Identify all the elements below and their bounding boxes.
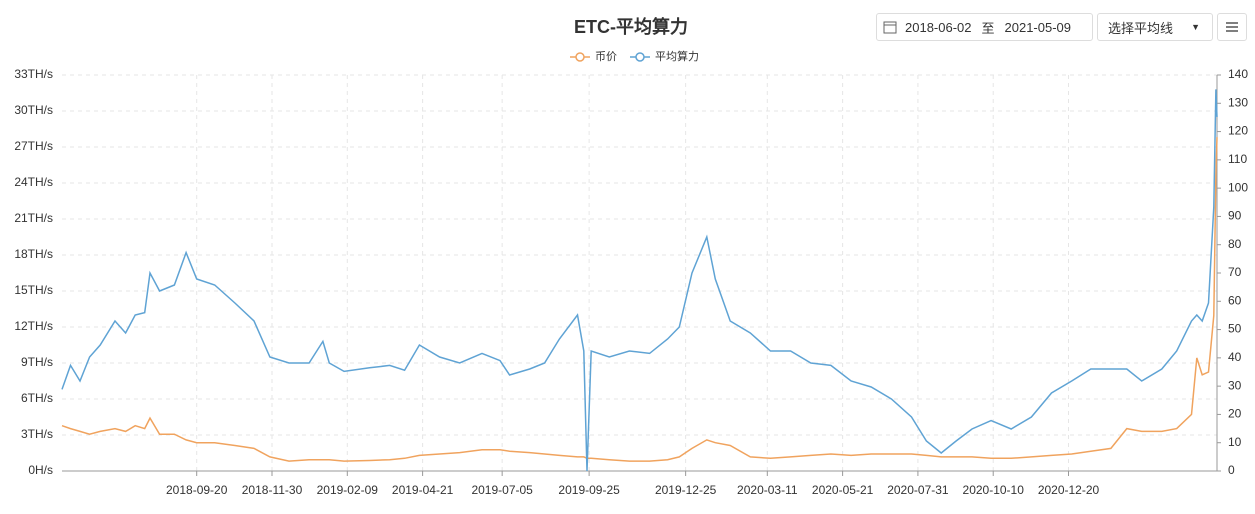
y2-tick-label: 0 — [1228, 463, 1235, 477]
x-tick-label: 2019-09-25 — [558, 483, 620, 497]
date-range[interactable]: 2018-06-02 至 2021-05-09 — [876, 13, 1093, 41]
y2-tick-label: 50 — [1228, 322, 1242, 336]
y2-tick-label: 130 — [1228, 95, 1248, 109]
x-tick-label: 2018-11-30 — [242, 483, 303, 497]
start-date: 2018-06-02 — [905, 19, 972, 35]
y-tick-label: 12TH/s — [14, 319, 53, 333]
y2-tick-label: 120 — [1228, 124, 1248, 138]
series-line — [61, 137, 1218, 462]
y2-tick-label: 30 — [1228, 378, 1242, 392]
y2-tick-label: 110 — [1228, 152, 1247, 166]
x-tick-label: 2018-09-20 — [166, 483, 228, 497]
y2-tick-label: 140 — [1228, 67, 1248, 81]
legend-label: 平均算力 — [655, 49, 699, 63]
y2-tick-label: 100 — [1228, 180, 1248, 194]
menu-icon — [1226, 22, 1238, 32]
x-tick-label: 2019-07-05 — [471, 483, 533, 497]
x-tick-label: 2019-12-25 — [655, 483, 717, 497]
dropdown-arrow: ▼ — [1191, 22, 1200, 32]
x-tick-label: 2019-02-09 — [317, 483, 379, 497]
y-tick-label: 0H/s — [28, 463, 53, 477]
date-separator: 至 — [981, 20, 995, 36]
y-tick-label: 33TH/s — [14, 67, 53, 81]
y-tick-label: 6TH/s — [21, 391, 53, 405]
y2-tick-label: 20 — [1228, 407, 1242, 421]
y-tick-label: 3TH/s — [21, 427, 53, 441]
y2-tick-label: 70 — [1228, 265, 1242, 279]
y-tick-label: 18TH/s — [14, 247, 53, 261]
y-tick-label: 15TH/s — [14, 283, 53, 297]
average-select-label: 选择平均线 — [1108, 20, 1174, 36]
y2-tick-label: 80 — [1228, 237, 1242, 251]
y2-tick-label: 60 — [1228, 293, 1242, 307]
legend-marker — [635, 52, 645, 62]
x-tick-label: 2020-07-31 — [887, 483, 949, 497]
legend-label: 币价 — [595, 50, 617, 63]
y-tick-label: 30TH/s — [14, 103, 53, 117]
menu-button[interactable] — [1217, 13, 1247, 41]
y-tick-label: 24TH/s — [14, 175, 53, 189]
y-tick-label: 21TH/s — [14, 211, 53, 225]
chart-title: ETC-平均算力 — [574, 16, 688, 37]
x-tick-label: 2020-10-10 — [963, 483, 1025, 497]
calendar-icon — [883, 21, 897, 34]
y2-tick-label: 10 — [1228, 435, 1242, 449]
y-tick-label: 27TH/s — [14, 139, 53, 153]
end-date: 2021-05-09 — [1004, 19, 1072, 35]
legend-marker — [575, 52, 585, 62]
y-tick-label: 9TH/s — [21, 355, 53, 369]
x-tick-label: 2020-12-20 — [1038, 483, 1100, 497]
x-tick-label: 2020-05-21 — [812, 483, 874, 497]
x-tick-label: 2020-03-11 — [737, 483, 798, 497]
x-tick-label: 2019-04-21 — [392, 483, 454, 497]
series-line — [61, 89, 1218, 472]
average-select[interactable]: 选择平均线 ▼ — [1097, 13, 1213, 41]
y2-tick-label: 40 — [1228, 350, 1242, 364]
y2-tick-label: 90 — [1228, 209, 1242, 223]
